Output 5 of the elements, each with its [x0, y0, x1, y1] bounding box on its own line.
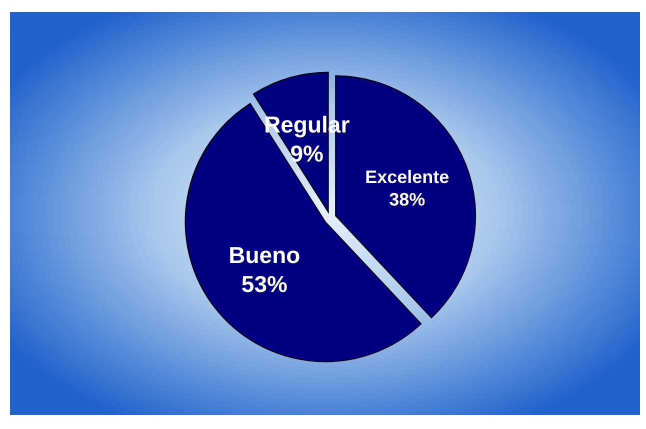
- data-label: 38%: [389, 189, 426, 210]
- data-label: 53%: [241, 270, 288, 297]
- slice-label: Excelente: [365, 166, 450, 187]
- data-label: 9%: [290, 140, 324, 166]
- slice-label: Bueno: [228, 242, 300, 268]
